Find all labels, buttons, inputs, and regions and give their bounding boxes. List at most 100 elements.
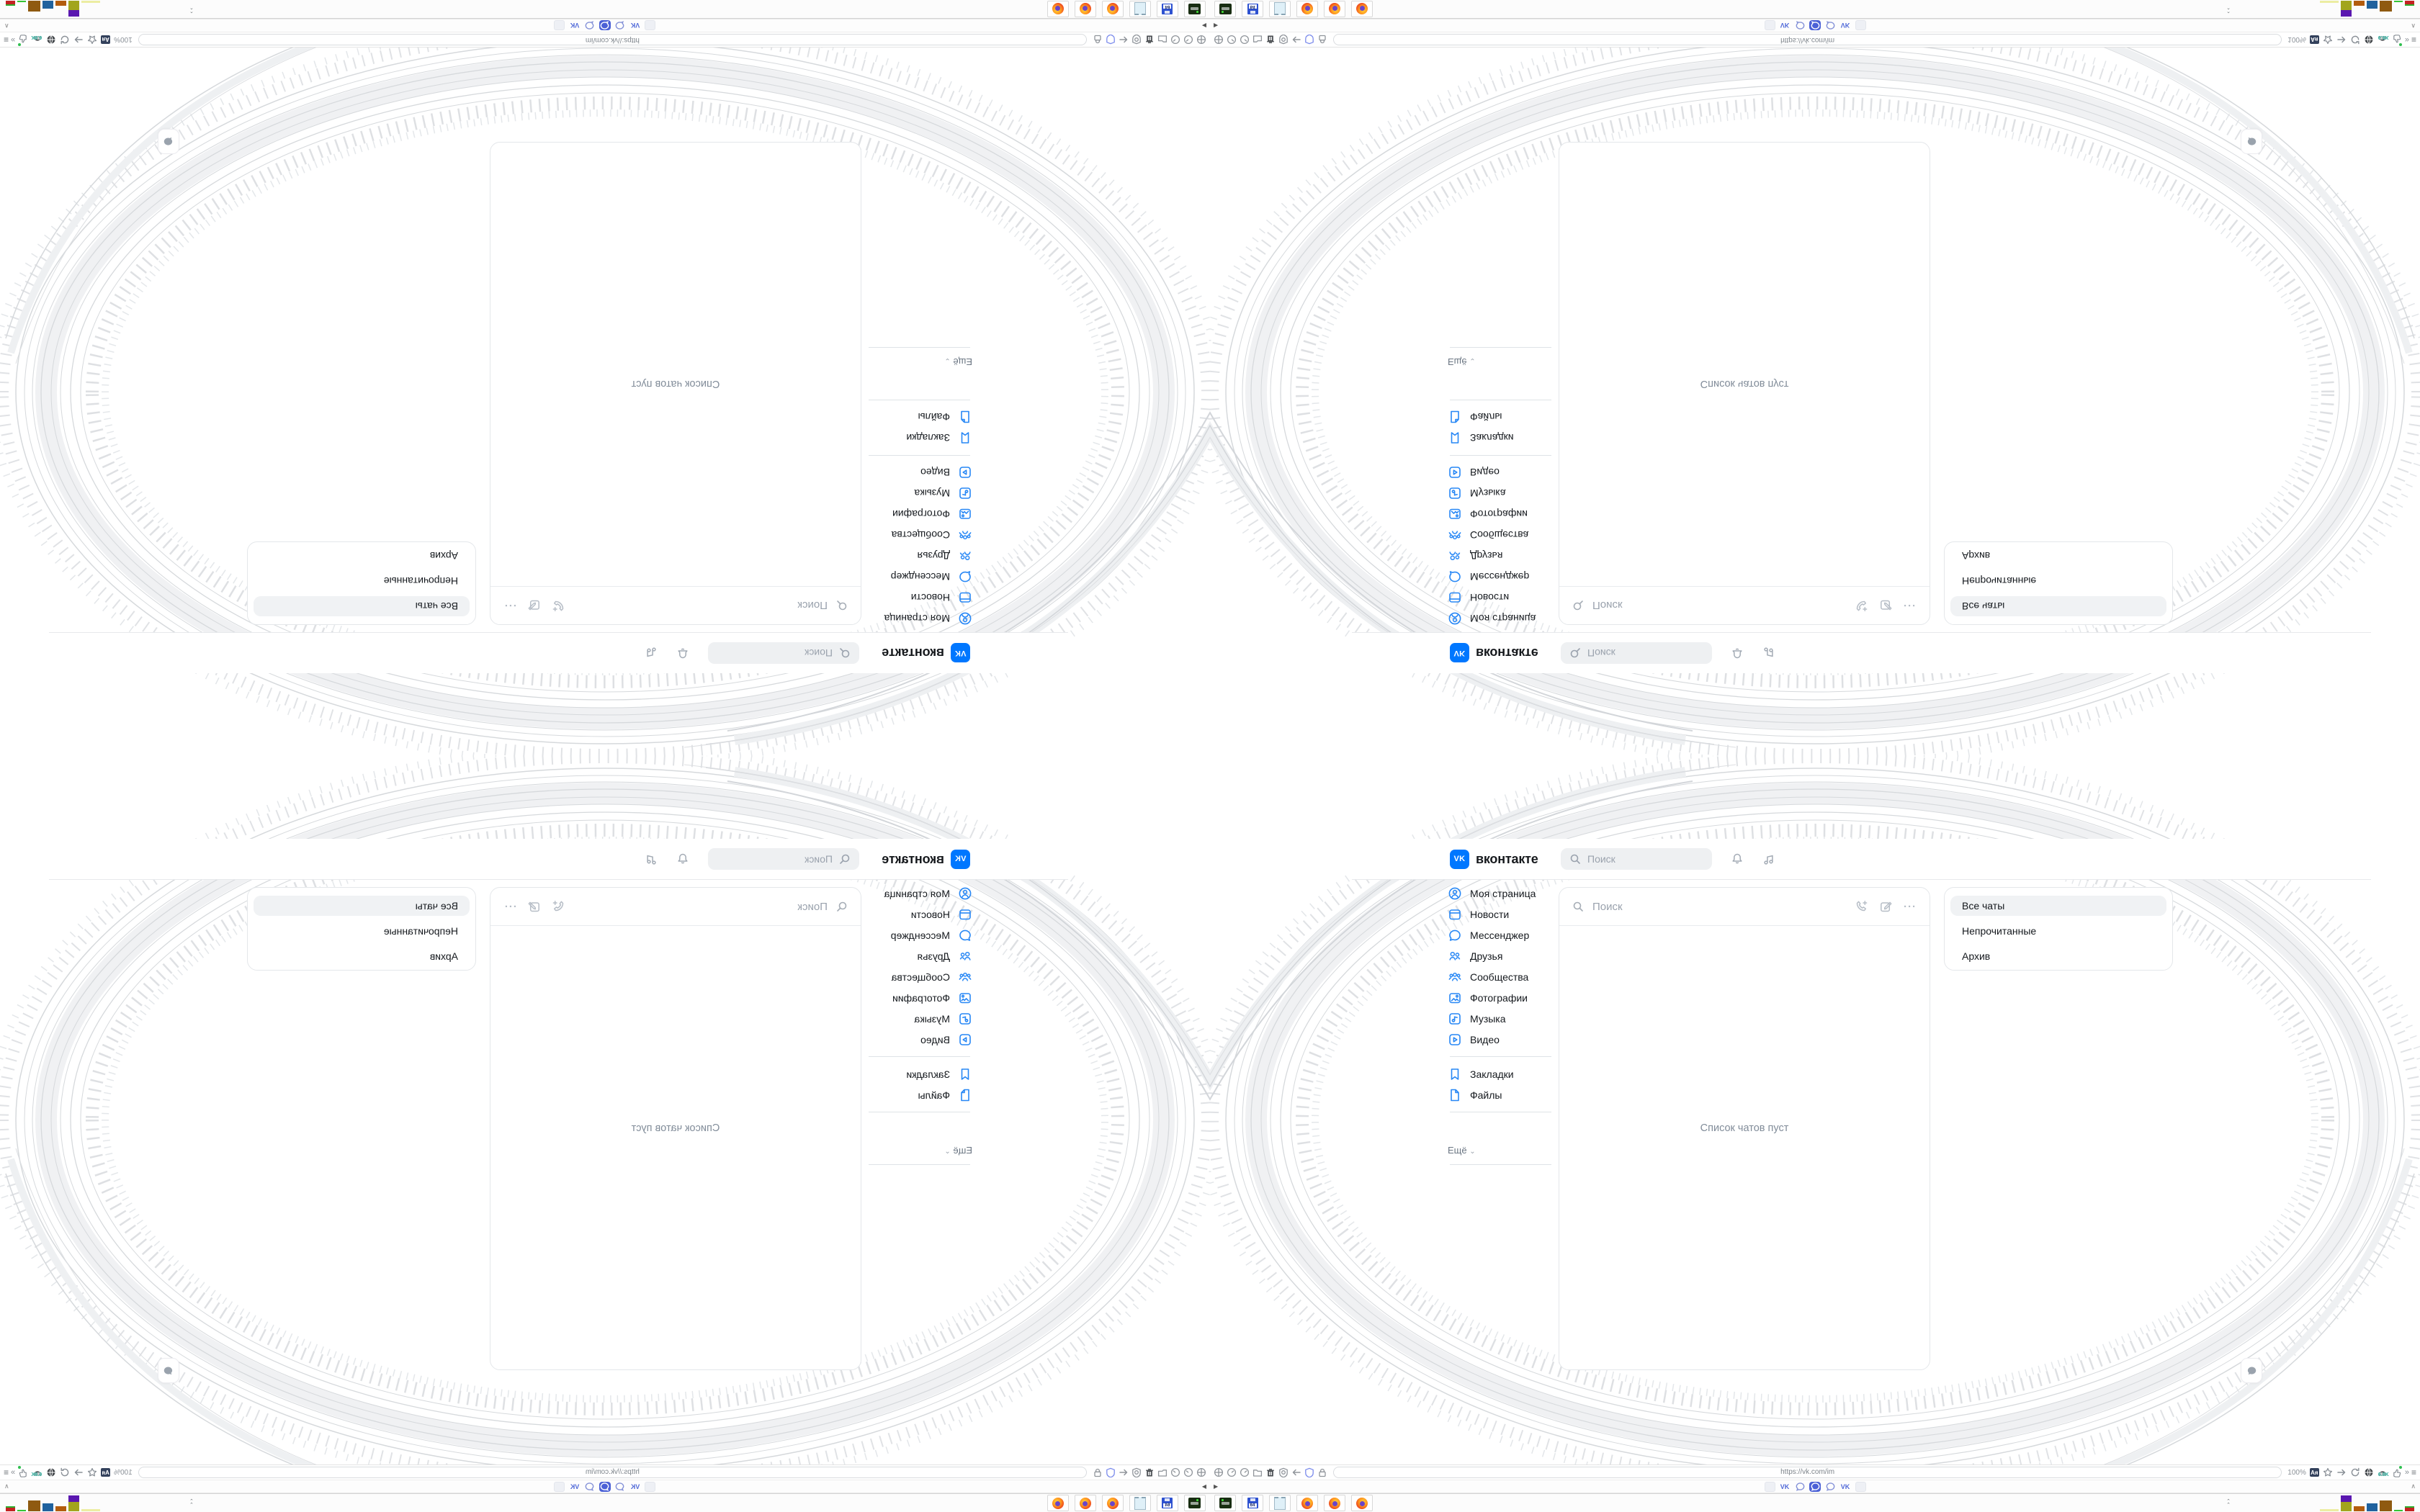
sidebar-item[interactable]: Музыка: [1448, 1008, 1556, 1029]
new-call-icon[interactable]: [1855, 900, 1868, 913]
sidebar-item[interactable]: Новости: [1448, 904, 1556, 924]
footer-more-link[interactable]: Ещё ⌄: [944, 1145, 972, 1156]
compose-message-icon[interactable]: [528, 900, 541, 913]
adblock-hat-icon[interactable]: 6.8K: [2378, 1468, 2389, 1477]
taskbar-app-button[interactable]: [1075, 1495, 1096, 1511]
taskbar-app-button[interactable]: [1075, 1, 1096, 17]
support-chat-bubble-button[interactable]: [158, 1358, 179, 1383]
browser-tab[interactable]: VK: [1779, 21, 1791, 31]
url-bar[interactable]: https://vk.com/im: [138, 34, 1087, 45]
chat-filter-item[interactable]: Архив: [429, 950, 458, 962]
taskbar-app-button[interactable]: [1102, 1, 1124, 17]
sidebar-item[interactable]: Сообщества: [1448, 966, 1556, 987]
taskbar-app-button[interactable]: [1047, 1, 1069, 17]
shield-badge-icon[interactable]: [1131, 1467, 1142, 1477]
back-arrow-icon[interactable]: [1119, 1467, 1129, 1477]
forward-arrow-icon[interactable]: [2336, 35, 2347, 45]
taskbar-app-button[interactable]: [1296, 1, 1318, 17]
sidebar-item[interactable]: Закладки: [864, 1063, 972, 1084]
browser-tab[interactable]: VK: [1839, 1482, 1851, 1492]
footer-more-link[interactable]: Ещё ⌄: [1448, 356, 1476, 367]
sidebar-item[interactable]: Мессенджер: [864, 924, 972, 945]
sidebar-item[interactable]: Музыка: [1448, 483, 1556, 504]
menu-hamburger-icon[interactable]: ≡: [4, 1467, 9, 1477]
vk-wordmark[interactable]: вконтакте: [882, 646, 944, 661]
sidebar-item[interactable]: Музыка: [864, 483, 972, 504]
taskbar-app-button[interactable]: [1269, 1495, 1291, 1511]
more-options-icon[interactable]: ···: [503, 900, 516, 913]
taskbar-app-button[interactable]: [1324, 1, 1345, 17]
vk-logo[interactable]: VK: [951, 849, 970, 869]
gauge-icon[interactable]: [1240, 35, 1250, 45]
browser-tab[interactable]: [554, 20, 565, 31]
browser-tab[interactable]: [554, 1481, 565, 1492]
tab-collapse-icon[interactable]: ∧: [4, 22, 9, 30]
forward-arrow-icon[interactable]: [2336, 1467, 2347, 1477]
more-options-icon[interactable]: ···: [503, 599, 516, 612]
sidebar-item[interactable]: Закладки: [1448, 1063, 1556, 1084]
page-action-thumb-icon[interactable]: [2391, 1466, 2402, 1477]
shield-badge-icon[interactable]: [1131, 35, 1142, 45]
gauge-icon[interactable]: [1240, 1467, 1250, 1477]
translate-icon[interactable]: Aя: [101, 1468, 111, 1477]
reload-icon[interactable]: [60, 35, 70, 45]
sidebar-item[interactable]: Друзья: [1448, 546, 1556, 567]
footer-more-link[interactable]: Ещё ⌄: [944, 356, 972, 367]
taskbar-app-button[interactable]: [1351, 1495, 1373, 1511]
browser-tab[interactable]: [1824, 21, 1836, 31]
overflow-chevrons-icon[interactable]: »: [2404, 35, 2408, 44]
trash-icon[interactable]: [1144, 1467, 1155, 1477]
trash-icon[interactable]: [1265, 1467, 1276, 1477]
folder-icon[interactable]: [1252, 35, 1263, 45]
browser-tab[interactable]: [1764, 20, 1775, 31]
trash-icon[interactable]: [1265, 35, 1276, 45]
globe-dark-icon[interactable]: [46, 1467, 56, 1477]
tab-scroll-left-icon[interactable]: ▶: [1201, 1483, 1206, 1490]
reload-icon[interactable]: [2350, 1467, 2360, 1477]
taskbar-app-button[interactable]: [1214, 1, 1236, 17]
sidebar-item[interactable]: Друзья: [1448, 945, 1556, 966]
browser-tab[interactable]: [1764, 1481, 1775, 1492]
folder-icon[interactable]: [1157, 35, 1168, 45]
gauge-icon[interactable]: [1170, 1467, 1180, 1477]
taskbar-app-button[interactable]: [1129, 1, 1151, 17]
overflow-chevrons-icon[interactable]: »: [12, 35, 16, 44]
shield-icon[interactable]: [1304, 1467, 1314, 1477]
chat-filter-item[interactable]: Все чаты: [1950, 896, 2166, 916]
chat-search-input[interactable]: Поиск: [797, 900, 828, 913]
browser-tab[interactable]: [599, 20, 611, 31]
more-options-icon[interactable]: ···: [1904, 900, 1917, 913]
sidebar-item[interactable]: Новости: [1448, 588, 1556, 608]
menu-hamburger-icon[interactable]: ≡: [2411, 1467, 2416, 1477]
network-globe-icon[interactable]: [1214, 35, 1224, 45]
tab-collapse-icon[interactable]: ∧: [2411, 22, 2416, 30]
sidebar-item[interactable]: Новости: [864, 588, 972, 608]
sidebar-item[interactable]: Моя страница: [864, 608, 972, 629]
translate-icon[interactable]: Aя: [2309, 1468, 2319, 1477]
page-action-thumb-icon[interactable]: [2391, 35, 2402, 46]
taskbar-app-button[interactable]: [1269, 1, 1291, 17]
forward-arrow-icon[interactable]: [73, 35, 84, 45]
browser-tab[interactable]: [1855, 20, 1866, 31]
chat-filter-item[interactable]: Непрочитанные: [383, 575, 458, 587]
gauge-icon[interactable]: [1183, 1467, 1193, 1477]
page-action-thumb-icon[interactable]: [18, 35, 29, 46]
sidebar-item[interactable]: Друзья: [864, 945, 972, 966]
sidebar-item[interactable]: Фотографии: [1448, 504, 1556, 525]
adblock-hat-icon[interactable]: 6.8K: [2378, 35, 2389, 44]
browser-tab[interactable]: VK: [1779, 1482, 1791, 1492]
shield-icon[interactable]: [1106, 35, 1116, 45]
taskbar-app-button[interactable]: [1324, 1495, 1345, 1511]
back-arrow-icon[interactable]: [1291, 1467, 1301, 1477]
bookmark-star-icon[interactable]: [87, 1467, 97, 1477]
taskbar-app-button[interactable]: 64: [1157, 1495, 1178, 1511]
notifications-bell-icon[interactable]: [676, 852, 689, 865]
music-icon[interactable]: [1762, 853, 1774, 865]
bookmark-star-icon[interactable]: [2323, 1467, 2333, 1477]
compose-message-icon[interactable]: [1879, 599, 1892, 612]
chat-filter-item[interactable]: Непрочитанные: [1962, 575, 2037, 587]
browser-tab[interactable]: VK: [1839, 21, 1851, 31]
menu-hamburger-icon[interactable]: ≡: [4, 35, 9, 45]
global-search-input[interactable]: Поиск: [708, 642, 859, 664]
browser-tab[interactable]: [1809, 1481, 1821, 1492]
